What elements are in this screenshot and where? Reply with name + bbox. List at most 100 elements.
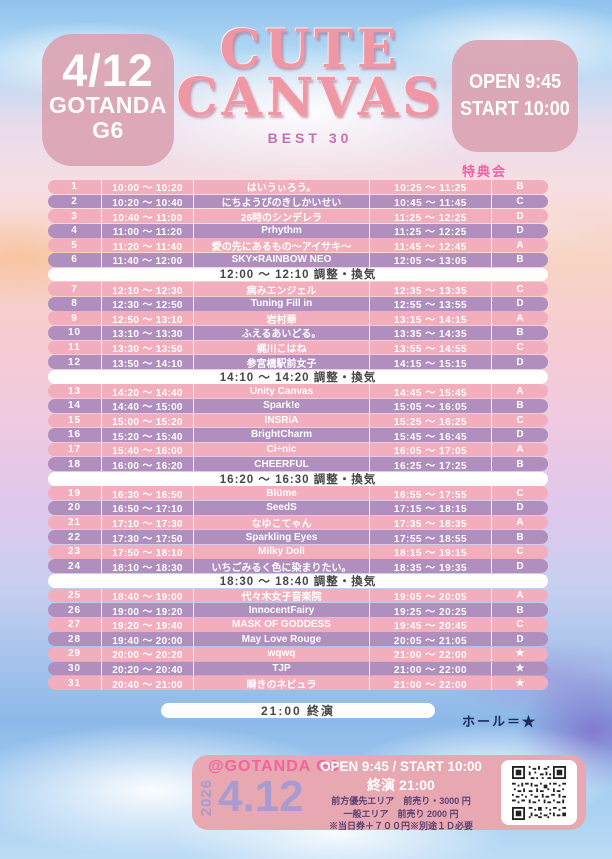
cell-booth: D bbox=[516, 429, 524, 441]
break-row: 16:20 ～ 16:30 調整・換気 bbox=[48, 471, 548, 486]
cell-time: 19:40 ～ 20:00 bbox=[102, 632, 194, 647]
footer-card: @GOTANDA G6 2026 4.12 OPEN 9:45 / START … bbox=[192, 755, 586, 833]
cell-booth: D bbox=[516, 210, 524, 222]
cell-name: Prhythm bbox=[194, 223, 370, 238]
cell-booth: C bbox=[516, 414, 524, 426]
cell-tokuten: 16:05 ～ 17:05 bbox=[370, 442, 492, 457]
cell-tokuten: 11:25 ～ 12:25 bbox=[370, 209, 492, 223]
table-row: 22 17:30 ～ 17:50 Sparkling Eyes 17:55 ～ 18:… bbox=[48, 530, 548, 545]
cell-no: 5 bbox=[48, 238, 102, 253]
cell-no: 24 bbox=[48, 559, 102, 574]
table-row: 3 10:40 ～ 11:00 26時のシンデレラ 11:25 ～ 12:25 D bbox=[48, 209, 548, 223]
schedule-table: 1 10:00 ～ 10:20 はいうぃろう。 10:25 ～ 11:25 B 2 10:2… bbox=[48, 180, 548, 691]
cell-tokuten: 12:55 ～ 13:55 bbox=[370, 296, 492, 311]
cell-tokuten: 21:00 ～ 22:00 bbox=[370, 647, 492, 661]
cell-booth: B bbox=[516, 400, 524, 412]
table-row: 14 14:40 ～ 15:00 Spark!e 15:05 ～ 16:05 B bbox=[48, 398, 548, 413]
cell-name: にちようびのきしかいせい bbox=[194, 194, 370, 209]
cell-time: 14:20 ～ 14:40 bbox=[102, 384, 194, 399]
footer-closing: 終演 21:00 bbox=[367, 777, 435, 793]
cell-tokuten: 12:35 ～ 13:35 bbox=[370, 282, 492, 296]
cell-name: 26時のシンデレラ bbox=[194, 209, 370, 223]
cell-no: 1 bbox=[48, 180, 102, 194]
cell-name: 愛の先にあるもの～アイサキ～ bbox=[194, 238, 370, 253]
cell-tokuten: 16:55 ～ 17:55 bbox=[370, 486, 492, 501]
cell-time: 19:20 ～ 19:40 bbox=[102, 617, 194, 632]
cell-booth: B bbox=[516, 181, 524, 193]
qr-code bbox=[501, 760, 577, 825]
cell-name: MASK OF GODDESS bbox=[194, 617, 370, 632]
cell-name: Ci÷nic bbox=[194, 442, 370, 457]
table-row: 2 10:20 ～ 10:40 にちようびのきしかいせい 10:45 ～ 11:45 C bbox=[48, 194, 548, 209]
tokuten-column-label: 特典会 bbox=[462, 164, 508, 179]
cell-booth: B bbox=[516, 458, 524, 470]
cell-no: 18 bbox=[48, 457, 102, 472]
cell-no: 4 bbox=[48, 223, 102, 238]
table-row: 26 19:00 ～ 19:20 InnocentFairy 19:25 ～ 20:2… bbox=[48, 603, 548, 618]
cell-time: 10:20 ～ 10:40 bbox=[102, 194, 194, 209]
cell-time: 18:10 ～ 18:30 bbox=[102, 559, 194, 574]
cell-no: 16 bbox=[48, 428, 102, 442]
start-time: START 10:00 bbox=[460, 98, 570, 120]
cell-booth: D bbox=[516, 356, 524, 368]
footer-price-line-2: 一般エリア 前売り 2000 円 bbox=[343, 808, 459, 819]
cell-name: 岩村華 bbox=[194, 311, 370, 326]
footer-open-start: OPEN 9:45 / START 10:00 bbox=[320, 758, 482, 774]
cell-booth: B bbox=[516, 327, 524, 339]
cell-time: 14:40 ～ 15:00 bbox=[102, 398, 194, 413]
cell-no: 12 bbox=[48, 355, 102, 369]
cell-name: INSRiA bbox=[194, 413, 370, 428]
table-row: 6 11:40 ～ 12:00 SKY×RAINBOW NEO 12:05 ～ 13:… bbox=[48, 252, 548, 267]
cell-no: 23 bbox=[48, 544, 102, 559]
table-row: 10 13:10 ～ 13:30 ふえるあいどる。 13:35 ～ 14:35 B bbox=[48, 325, 548, 340]
break-row: 12:00 ～ 12:10 調整・換気 bbox=[48, 267, 548, 282]
cell-booth: C bbox=[516, 283, 524, 295]
cell-time: 16:50 ～ 17:10 bbox=[102, 501, 194, 515]
hall-note: ホール＝★ bbox=[462, 714, 538, 729]
cell-name: Blüme bbox=[194, 486, 370, 501]
cell-booth: ★ bbox=[515, 648, 525, 660]
cell-time: 20:20 ～ 20:40 bbox=[102, 661, 194, 676]
cell-booth: C bbox=[516, 487, 524, 499]
cell-time: 12:50 ～ 13:10 bbox=[102, 311, 194, 326]
cell-tokuten: 12:05 ～ 13:05 bbox=[370, 252, 492, 267]
cell-no: 10 bbox=[48, 325, 102, 340]
cell-booth: A bbox=[516, 385, 524, 397]
cell-time: 16:00 ～ 16:20 bbox=[102, 457, 194, 472]
cell-tokuten: 17:15 ～ 18:15 bbox=[370, 501, 492, 515]
cell-no: 11 bbox=[48, 340, 102, 355]
cell-time: 19:00 ～ 19:20 bbox=[102, 603, 194, 618]
cell-booth: B bbox=[516, 604, 524, 616]
cell-booth: A bbox=[516, 590, 524, 602]
cell-tokuten: 17:55 ～ 18:55 bbox=[370, 530, 492, 545]
cell-no: 3 bbox=[48, 209, 102, 223]
footer-price-line-3: ※当日券＋７００円※別途１Ｄ必要 bbox=[328, 821, 473, 832]
event-title: CUTE CANVAS BEST 30 bbox=[168, 24, 452, 146]
cell-name: なゆこてゃん bbox=[194, 515, 370, 530]
table-row: 8 12:30 ～ 12:50 Tuning Fill in 12:55 ～ 13:5… bbox=[48, 296, 548, 311]
cell-time: 15:40 ～ 16:00 bbox=[102, 442, 194, 457]
cell-no: 2 bbox=[48, 194, 102, 209]
table-row: 23 17:50 ～ 18:10 Milky Doll 18:15 ～ 19:15 C bbox=[48, 544, 548, 559]
cell-booth: B bbox=[516, 531, 524, 543]
break-row: 18:30 ～ 18:40 調整・換気 bbox=[48, 574, 548, 588]
cell-name: InnocentFairy bbox=[194, 603, 370, 618]
cell-booth: C bbox=[516, 195, 524, 207]
cell-time: 17:30 ～ 17:50 bbox=[102, 530, 194, 545]
cell-tokuten: 20:05 ～ 21:05 bbox=[370, 632, 492, 647]
venue-name-line1: GOTANDA bbox=[48, 92, 168, 118]
table-row: 27 19:20 ～ 19:40 MASK OF GODDESS 19:45 ～ 20… bbox=[48, 617, 548, 632]
cell-name: 参宮橋駅前女子 bbox=[194, 355, 370, 369]
cell-no: 26 bbox=[48, 603, 102, 618]
cell-tokuten: 21:00 ～ 22:00 bbox=[370, 676, 492, 690]
cell-no: 19 bbox=[48, 486, 102, 501]
event-subtitle: BEST 30 bbox=[267, 129, 353, 146]
footer-info: OPEN 9:45 / START 10:00 終演 21:00 前方優先エリア… bbox=[310, 758, 492, 833]
cell-tokuten: 17:35 ～ 18:35 bbox=[370, 515, 492, 530]
cell-time: 16:30 ～ 16:50 bbox=[102, 486, 194, 501]
table-row: 20 16:50 ～ 17:10 SeedS 17:15 ～ 18:15 D bbox=[48, 501, 548, 515]
cell-booth: D bbox=[516, 502, 524, 514]
footer-date: 4.12 bbox=[218, 772, 304, 821]
cell-no: 21 bbox=[48, 515, 102, 530]
cell-name: はいうぃろう。 bbox=[194, 180, 370, 194]
